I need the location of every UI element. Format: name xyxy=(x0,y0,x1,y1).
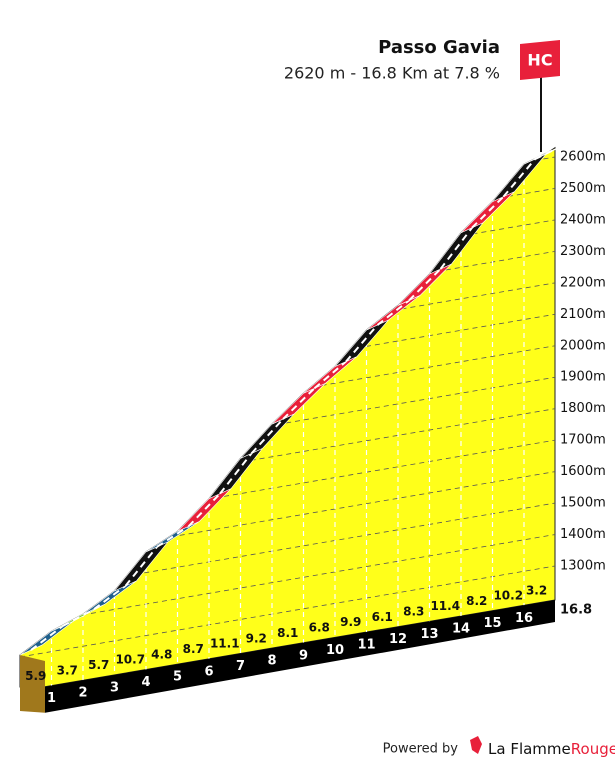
x-tick-label: 16 xyxy=(515,611,533,626)
road-centerline xyxy=(408,268,442,302)
x-tick-label: 11 xyxy=(357,638,375,653)
road-centerline xyxy=(62,608,95,628)
y-tick-label: 1800m xyxy=(560,401,606,416)
x-tick-label: 14 xyxy=(452,621,470,636)
road-centerline xyxy=(376,299,410,326)
road-centerline xyxy=(313,360,347,390)
road-centerline xyxy=(471,195,505,229)
x-tick-label: 5 xyxy=(173,670,182,685)
x-tick-label: 8 xyxy=(267,654,276,669)
x-tick-label: 16.8 xyxy=(560,603,592,618)
road-centerline xyxy=(187,492,221,528)
y-tick-label: 2600m xyxy=(560,150,606,165)
x-tick-label: 12 xyxy=(389,632,407,647)
y-tick-label: 1600m xyxy=(560,464,606,479)
road-centerline xyxy=(219,452,253,495)
y-tick-label: 1700m xyxy=(560,433,606,448)
base-side xyxy=(20,655,45,713)
gradient-label: 5.9 xyxy=(25,669,46,683)
gradient-label: 11.1 xyxy=(210,637,240,651)
gradient-label: 5.7 xyxy=(88,658,109,672)
road-centerline xyxy=(502,158,536,198)
gradient-label: 3.7 xyxy=(57,663,78,677)
x-tick-label: 4 xyxy=(141,675,150,690)
road-centerline xyxy=(250,418,284,455)
y-tick-label: 2400m xyxy=(560,212,606,227)
x-tick-label: 9 xyxy=(299,648,308,663)
y-tick-label: 2100m xyxy=(560,307,606,322)
road-centerline xyxy=(282,387,316,420)
brand: La FlammeRouge xyxy=(488,740,615,758)
base-band xyxy=(45,600,555,713)
x-tick-label: 7 xyxy=(236,659,245,674)
category-label: HC xyxy=(527,51,552,70)
road-centerline xyxy=(439,227,473,270)
chart-subtitle: 2620 m - 16.8 Km at 7.8 % xyxy=(284,64,500,83)
plot: 1300m 1400m 1500m 1600m 1700m 1800m 1900m 2000m… xyxy=(19,141,606,713)
road-centerline xyxy=(534,145,561,161)
gradient-label: 8.1 xyxy=(277,626,298,640)
road-centerline xyxy=(93,585,127,610)
x-tick-label: 1 xyxy=(47,691,56,706)
y-tick-label: 2500m xyxy=(560,181,606,196)
gradient-label: 10.2 xyxy=(493,588,523,602)
gradient-label: 8.3 xyxy=(403,605,424,619)
gradient-label: 8.2 xyxy=(466,594,487,608)
y-tick-label: 1500m xyxy=(560,496,606,511)
y-tick-label: 1900m xyxy=(560,370,606,385)
x-tick-label: 10 xyxy=(326,643,344,658)
powered-by: Powered by xyxy=(383,742,459,757)
gradient-label: 9.9 xyxy=(340,615,361,629)
gradient-label: 6.1 xyxy=(372,610,393,624)
y-tick-label: 2200m xyxy=(560,275,606,290)
chart-title: Passo Gavia xyxy=(378,37,500,58)
gradient-label: 9.2 xyxy=(246,631,267,645)
y-tick-label: 1300m xyxy=(560,559,606,574)
x-tick-label: 2 xyxy=(78,686,87,701)
road-centerline xyxy=(30,625,64,651)
gradient-label: 8.7 xyxy=(183,642,204,656)
gradient-label: 4.8 xyxy=(151,647,172,661)
y-tick-label: 2000m xyxy=(560,338,606,353)
y-tick-label: 1400m xyxy=(560,527,606,542)
y-tick-label: 2300m xyxy=(560,244,606,259)
gradient-label: 6.8 xyxy=(309,621,330,635)
brand-logo xyxy=(470,736,482,754)
x-tick-label: 6 xyxy=(204,664,213,679)
grid-line xyxy=(20,565,555,658)
grid-line xyxy=(20,534,555,626)
road-centerline xyxy=(156,525,190,548)
category-flag xyxy=(520,40,560,80)
x-tick-label: 15 xyxy=(483,616,501,631)
gradient-label: 3.2 xyxy=(526,584,547,598)
brand-accent: Rouge xyxy=(571,740,615,758)
road-centerline xyxy=(345,324,379,363)
gradient-label: 10.7 xyxy=(115,653,145,667)
x-tick-label: 13 xyxy=(420,627,438,642)
brand-name: La Flamme xyxy=(488,740,571,758)
road-centerline xyxy=(124,546,158,587)
x-tick-label: 3 xyxy=(110,680,119,695)
gradient-label: 11.4 xyxy=(430,599,460,613)
